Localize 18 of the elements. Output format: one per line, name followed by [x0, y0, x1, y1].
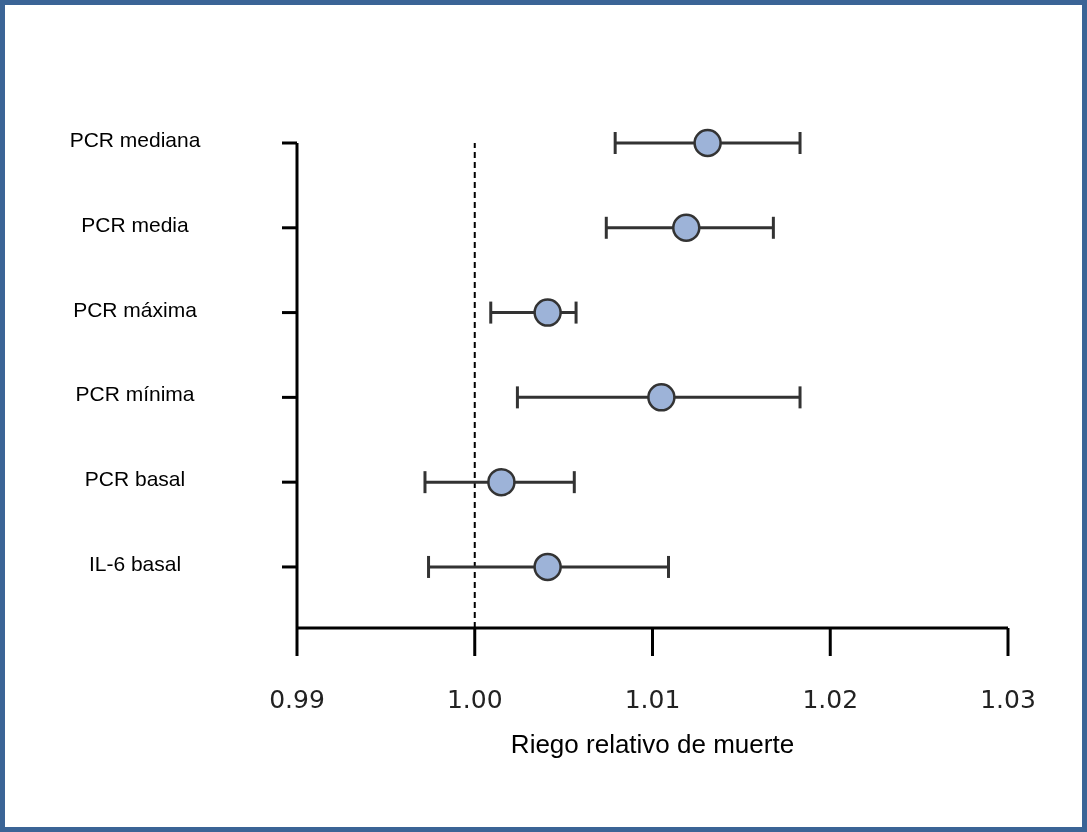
point	[672, 213, 701, 243]
x-tick-label: 1.00	[446, 685, 503, 714]
x-tick-label: 1.03	[980, 685, 1036, 714]
y-tick-label: PCR mínima	[75, 382, 195, 406]
y-tick-label: IL-6 basal	[88, 551, 182, 575]
point	[533, 298, 562, 327]
y-tick-label: PCR mediana	[69, 128, 201, 151]
y-tick-label: PCR media	[81, 212, 189, 236]
x-tick-label: 0.99	[269, 685, 325, 714]
x-tick-label: 1.02	[802, 685, 859, 714]
point	[647, 383, 676, 412]
y-tick-label: PCR basal	[84, 467, 186, 491]
x-axis-title: Riego relativo de muerte	[510, 729, 795, 759]
x-tick-label: 1.01	[624, 685, 681, 714]
point	[487, 467, 516, 497]
point	[693, 128, 722, 158]
point	[533, 552, 562, 582]
y-tick-label: PCR máxima	[73, 297, 198, 321]
